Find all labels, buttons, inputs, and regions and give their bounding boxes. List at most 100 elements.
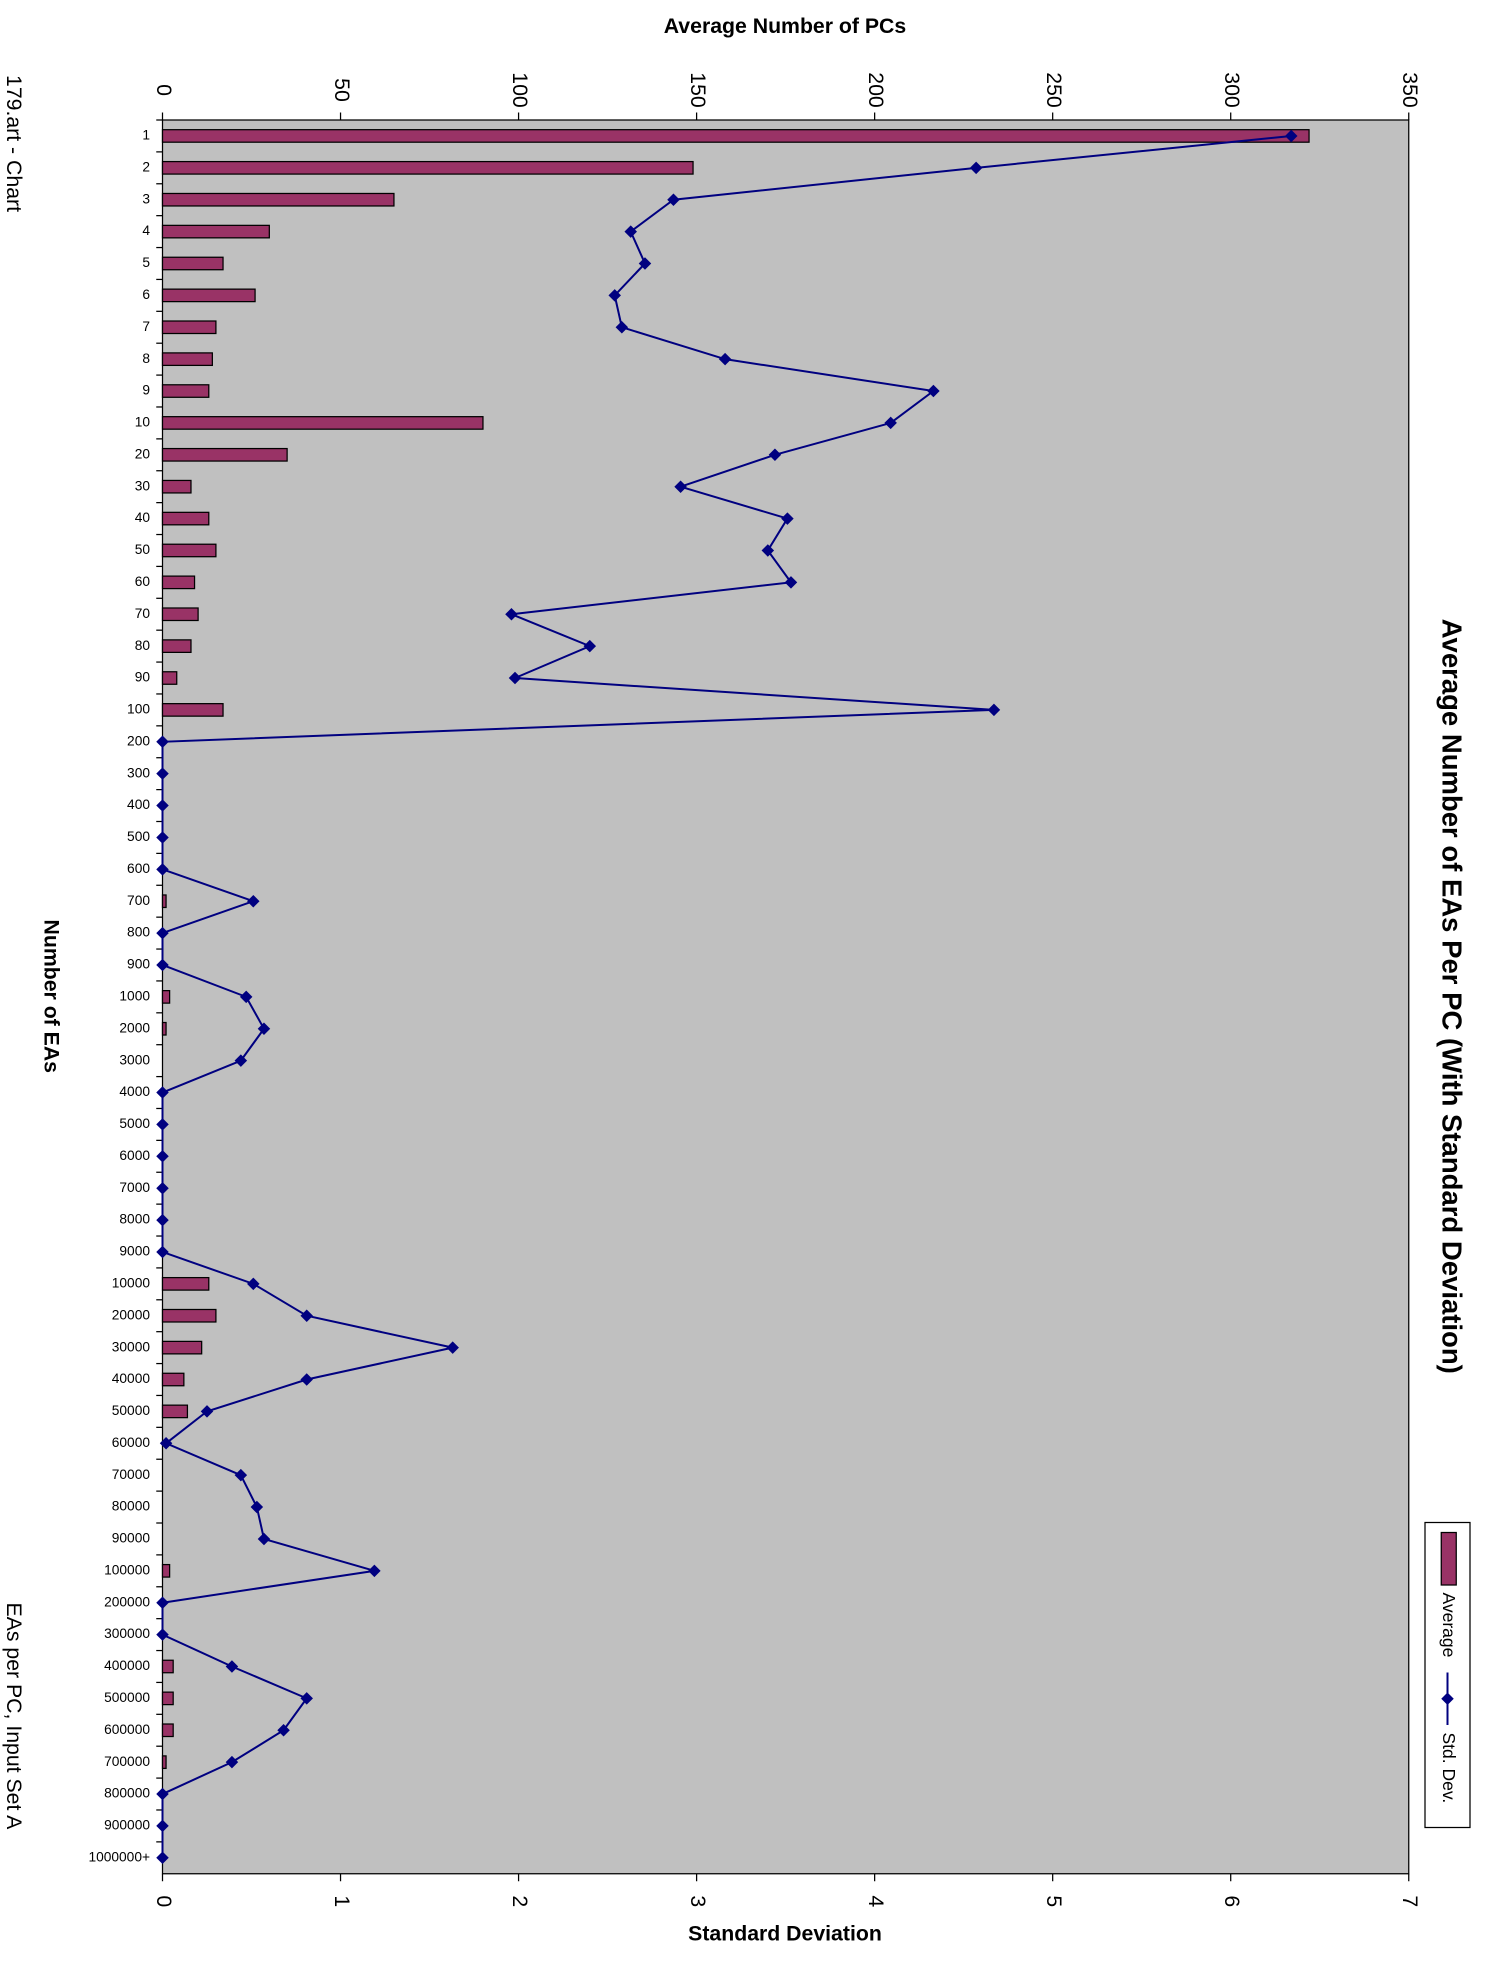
bar xyxy=(161,479,192,494)
y-tick-label: 9 xyxy=(142,383,150,398)
page-header: 179.art - Chart xyxy=(2,75,26,212)
marker xyxy=(884,416,897,430)
y-tick-label: 3000 xyxy=(119,1052,150,1067)
marker xyxy=(667,193,680,206)
bar xyxy=(161,129,1310,143)
marker xyxy=(257,1022,271,1036)
marker xyxy=(300,1373,313,1386)
bar xyxy=(161,416,484,430)
legend-swatch xyxy=(1440,1531,1457,1586)
y-tick-label: 4 xyxy=(142,223,150,238)
marker xyxy=(446,1341,459,1354)
marker xyxy=(156,1150,169,1163)
y-tick-label: 50000 xyxy=(112,1403,151,1418)
marker xyxy=(508,671,522,685)
y-tick-label: 500 xyxy=(127,829,150,844)
y-axis-title: Number of EAs xyxy=(39,920,63,1074)
bar xyxy=(161,192,395,207)
x2-tick-label: 0 xyxy=(152,1895,176,1907)
y-tick-label: 8000 xyxy=(119,1212,150,1227)
y-tick-label: 400000 xyxy=(104,1658,150,1673)
y-tick-label: 30 xyxy=(135,478,151,493)
bar xyxy=(161,1340,203,1355)
marker xyxy=(156,1118,169,1131)
y-tick-label: 4000 xyxy=(119,1084,150,1099)
marker xyxy=(368,1564,381,1578)
y-tick-label: 800000 xyxy=(104,1786,150,1801)
y-tick-label: 100000 xyxy=(104,1562,150,1577)
marker xyxy=(156,1819,169,1833)
marker xyxy=(156,1596,169,1609)
y-tick-label: 400 xyxy=(127,797,150,812)
marker xyxy=(156,1213,169,1227)
marker xyxy=(156,1181,169,1195)
y-tick-label: 7000 xyxy=(119,1180,150,1195)
bar xyxy=(161,384,210,398)
y-tick-label: 90 xyxy=(135,670,151,685)
marker xyxy=(156,831,169,844)
y-tick-label: 10000 xyxy=(112,1275,151,1290)
y-tick-label: 900 xyxy=(127,957,150,972)
x2-tick-label: 5 xyxy=(1042,1895,1066,1907)
x-tick-label: 300 xyxy=(1220,72,1244,107)
marker xyxy=(156,1851,169,1865)
marker xyxy=(247,1277,260,1291)
y-tick-label: 30000 xyxy=(112,1339,151,1354)
y-tick-label: 7 xyxy=(142,319,150,334)
bar xyxy=(161,639,192,654)
bar xyxy=(161,1691,174,1706)
legend-label: Average xyxy=(1439,1593,1459,1658)
marker xyxy=(247,894,260,908)
bar xyxy=(161,1308,217,1323)
x-tick-label: 100 xyxy=(508,72,532,107)
y-tick-label: 6000 xyxy=(119,1148,150,1163)
bar xyxy=(161,1563,171,1578)
y-tick-label: 50 xyxy=(135,542,151,557)
bar xyxy=(161,1372,185,1387)
marker xyxy=(638,257,652,270)
y-tick-label: 20 xyxy=(135,446,151,461)
y-tick-label: 5 xyxy=(142,255,150,270)
bar xyxy=(161,160,694,175)
x-tick-label: 250 xyxy=(1042,72,1066,107)
y-tick-label: 60000 xyxy=(112,1435,151,1450)
y-tick-label: 600 xyxy=(127,861,150,876)
x2-tick-label: 4 xyxy=(864,1895,888,1907)
bar xyxy=(161,703,224,717)
marker xyxy=(784,576,798,589)
marker xyxy=(505,607,518,621)
bar xyxy=(161,1755,167,1770)
x2-tick-label: 2 xyxy=(508,1895,532,1907)
y-tick-label: 80 xyxy=(135,638,151,653)
y-tick-label: 300 xyxy=(127,765,150,780)
bar xyxy=(161,511,210,526)
bar xyxy=(161,447,288,462)
y-tick-label: 70000 xyxy=(112,1467,151,1482)
y-tick-label: 1000000+ xyxy=(88,1849,150,1864)
x-tick-label: 0 xyxy=(152,84,176,96)
marker xyxy=(159,1437,173,1450)
bar xyxy=(161,320,217,335)
marker xyxy=(674,480,687,493)
bar xyxy=(161,1404,189,1419)
x2-tick-label: 7 xyxy=(1398,1895,1422,1907)
marker xyxy=(781,512,794,525)
bar xyxy=(161,256,224,271)
bar xyxy=(161,288,256,303)
marker xyxy=(225,1755,239,1769)
y-tick-label: 900000 xyxy=(104,1818,150,1833)
marker xyxy=(234,1054,248,1067)
marker xyxy=(969,161,983,175)
bar xyxy=(161,607,199,622)
x-axis-title: Average Number of PCs xyxy=(664,14,906,38)
x2-axis-title: Standard Deviation xyxy=(688,1922,882,1946)
marker xyxy=(200,1405,214,1418)
marker xyxy=(156,767,169,780)
bar xyxy=(161,1276,210,1291)
x-tick-label: 200 xyxy=(864,72,888,107)
y-tick-label: 10 xyxy=(135,415,151,430)
y-tick-label: 2 xyxy=(142,159,150,174)
y-tick-label: 60 xyxy=(135,574,151,589)
bar xyxy=(161,1723,174,1738)
y-tick-label: 200000 xyxy=(104,1594,150,1609)
